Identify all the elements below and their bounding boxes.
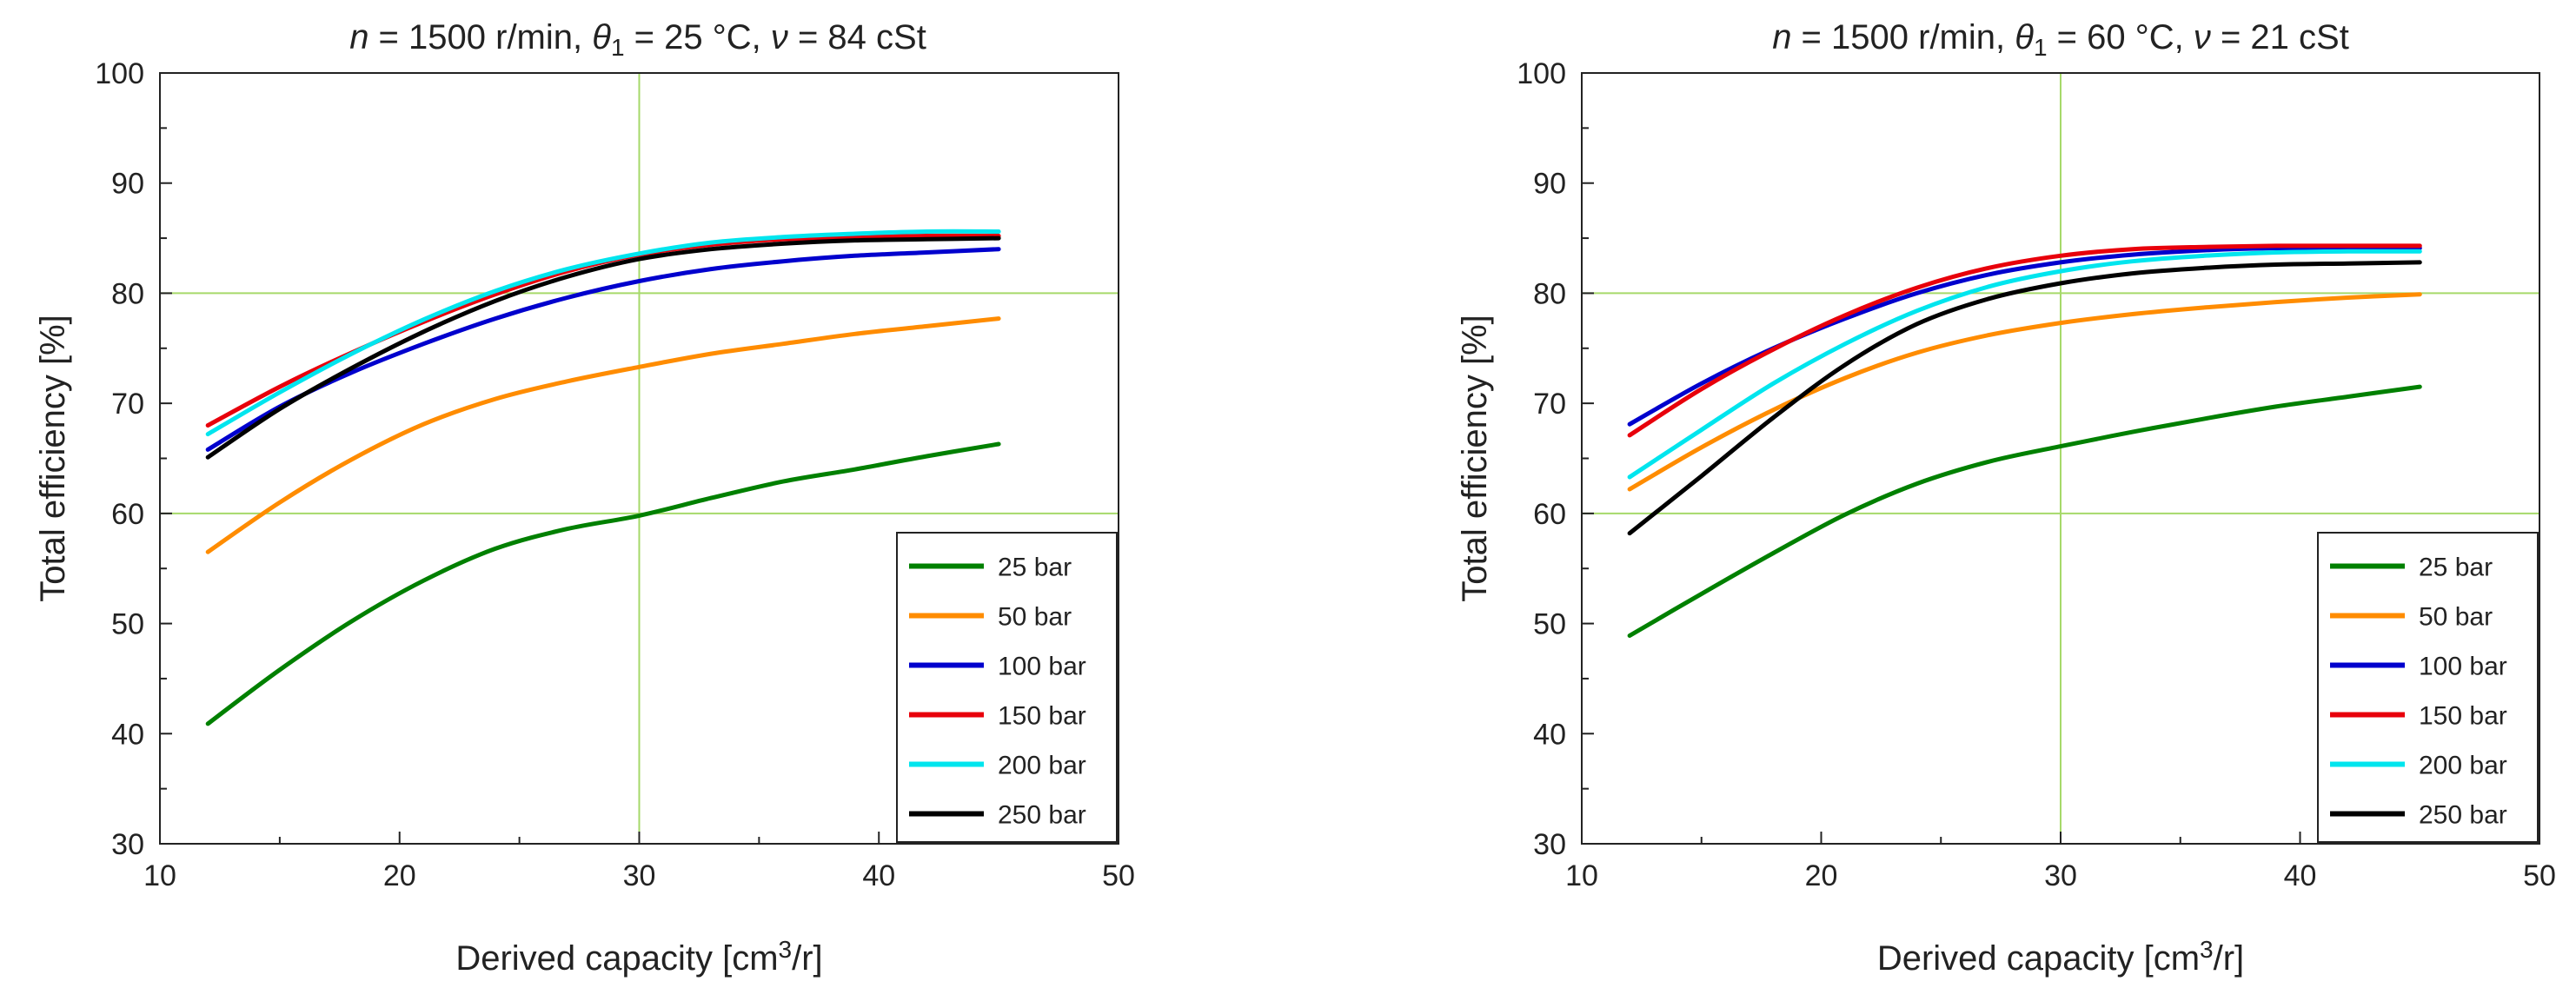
legend-box — [896, 532, 1118, 843]
y-tick-label: 30 — [1533, 828, 1566, 861]
series-line — [205, 441, 1001, 726]
chart-right: n = 1500 r/min, θ1 = 60 °C, ν = 21 cSt 1… — [1456, 18, 2556, 978]
x-tick-label: 20 — [1805, 859, 1838, 892]
legend-label: 50 bar — [2419, 603, 2493, 632]
x-axis-title: Derived capacity [cm3/r] — [1877, 936, 2244, 978]
y-tick-label: 70 — [1533, 388, 1566, 421]
y-tick-label: 30 — [111, 828, 144, 861]
x-tick-label: 50 — [1102, 859, 1135, 892]
series-line — [1627, 243, 2422, 438]
legend-label: 25 bar — [2419, 554, 2493, 582]
legend-label: 200 bar — [2419, 752, 2507, 780]
y-tick-label: 40 — [1533, 718, 1566, 751]
chart-title: n = 1500 r/min, θ1 = 25 °C, ν = 84 cSt — [349, 18, 926, 61]
y-tick-label: 50 — [111, 608, 144, 641]
legend-label: 150 bar — [2419, 702, 2507, 731]
grid — [1582, 73, 2539, 844]
y-tick-label: 90 — [111, 168, 144, 201]
legend-label: 200 bar — [998, 752, 1086, 780]
legend-label: 100 bar — [2419, 653, 2507, 681]
x-tick-label: 20 — [383, 859, 416, 892]
series-line — [1627, 384, 2422, 638]
y-tick-label: 100 — [1517, 57, 1566, 90]
legend-label: 250 bar — [998, 801, 1086, 830]
y-tick-label: 60 — [1533, 498, 1566, 531]
series-line — [205, 316, 1001, 554]
legend-label: 25 bar — [998, 554, 1072, 582]
x-tick-label: 10 — [143, 859, 176, 892]
y-tick-label: 80 — [1533, 277, 1566, 310]
chart-left: n = 1500 r/min, θ1 = 25 °C, ν = 84 cSt 1… — [34, 18, 1135, 978]
x-tick-label: 10 — [1565, 859, 1598, 892]
axis-ticks: 10 20 30 40 50 30 40 50 60 70 80 90 100 — [1517, 57, 2556, 892]
legend: 25 bar 50 bar 100 bar 150 bar 200 bar 250 bar — [2317, 532, 2539, 843]
series-line — [1627, 249, 2422, 480]
series-line — [1627, 292, 2422, 492]
y-tick-label: 60 — [111, 498, 144, 531]
y-axis-title: Total efficiency [%] — [1456, 315, 1494, 602]
x-tick-label: 30 — [2044, 859, 2077, 892]
series-line — [1627, 260, 2422, 536]
x-tick-label: 30 — [623, 859, 656, 892]
series-line — [205, 235, 1001, 460]
y-tick-label: 100 — [95, 57, 144, 90]
y-axis-title: Total efficiency [%] — [34, 315, 72, 602]
legend-box — [2317, 532, 2539, 843]
x-tick-label: 40 — [2284, 859, 2317, 892]
y-tick-label: 40 — [111, 718, 144, 751]
legend-label: 50 bar — [998, 603, 1072, 632]
legend-label: 150 bar — [998, 702, 1086, 731]
x-tick-label: 50 — [2523, 859, 2556, 892]
axis-ticks: 10 20 30 40 50 30 40 50 60 70 80 90 100 — [95, 57, 1135, 892]
series-line — [205, 229, 1001, 437]
series-lines — [1627, 243, 2422, 638]
y-tick-label: 50 — [1533, 608, 1566, 641]
legend-label: 250 bar — [2419, 801, 2507, 830]
y-tick-label: 80 — [111, 277, 144, 310]
y-tick-label: 70 — [111, 388, 144, 421]
legend-label: 100 bar — [998, 653, 1086, 681]
y-tick-label: 90 — [1533, 168, 1566, 201]
chart-title: n = 1500 r/min, θ1 = 60 °C, ν = 21 cSt — [1772, 18, 2349, 61]
series-line — [205, 247, 1001, 452]
x-tick-label: 40 — [862, 859, 895, 892]
x-axis-title: Derived capacity [cm3/r] — [455, 936, 822, 978]
series-lines — [205, 229, 1001, 726]
legend: 25 bar 50 bar 100 bar 150 bar 200 bar 250 bar — [896, 532, 1118, 843]
